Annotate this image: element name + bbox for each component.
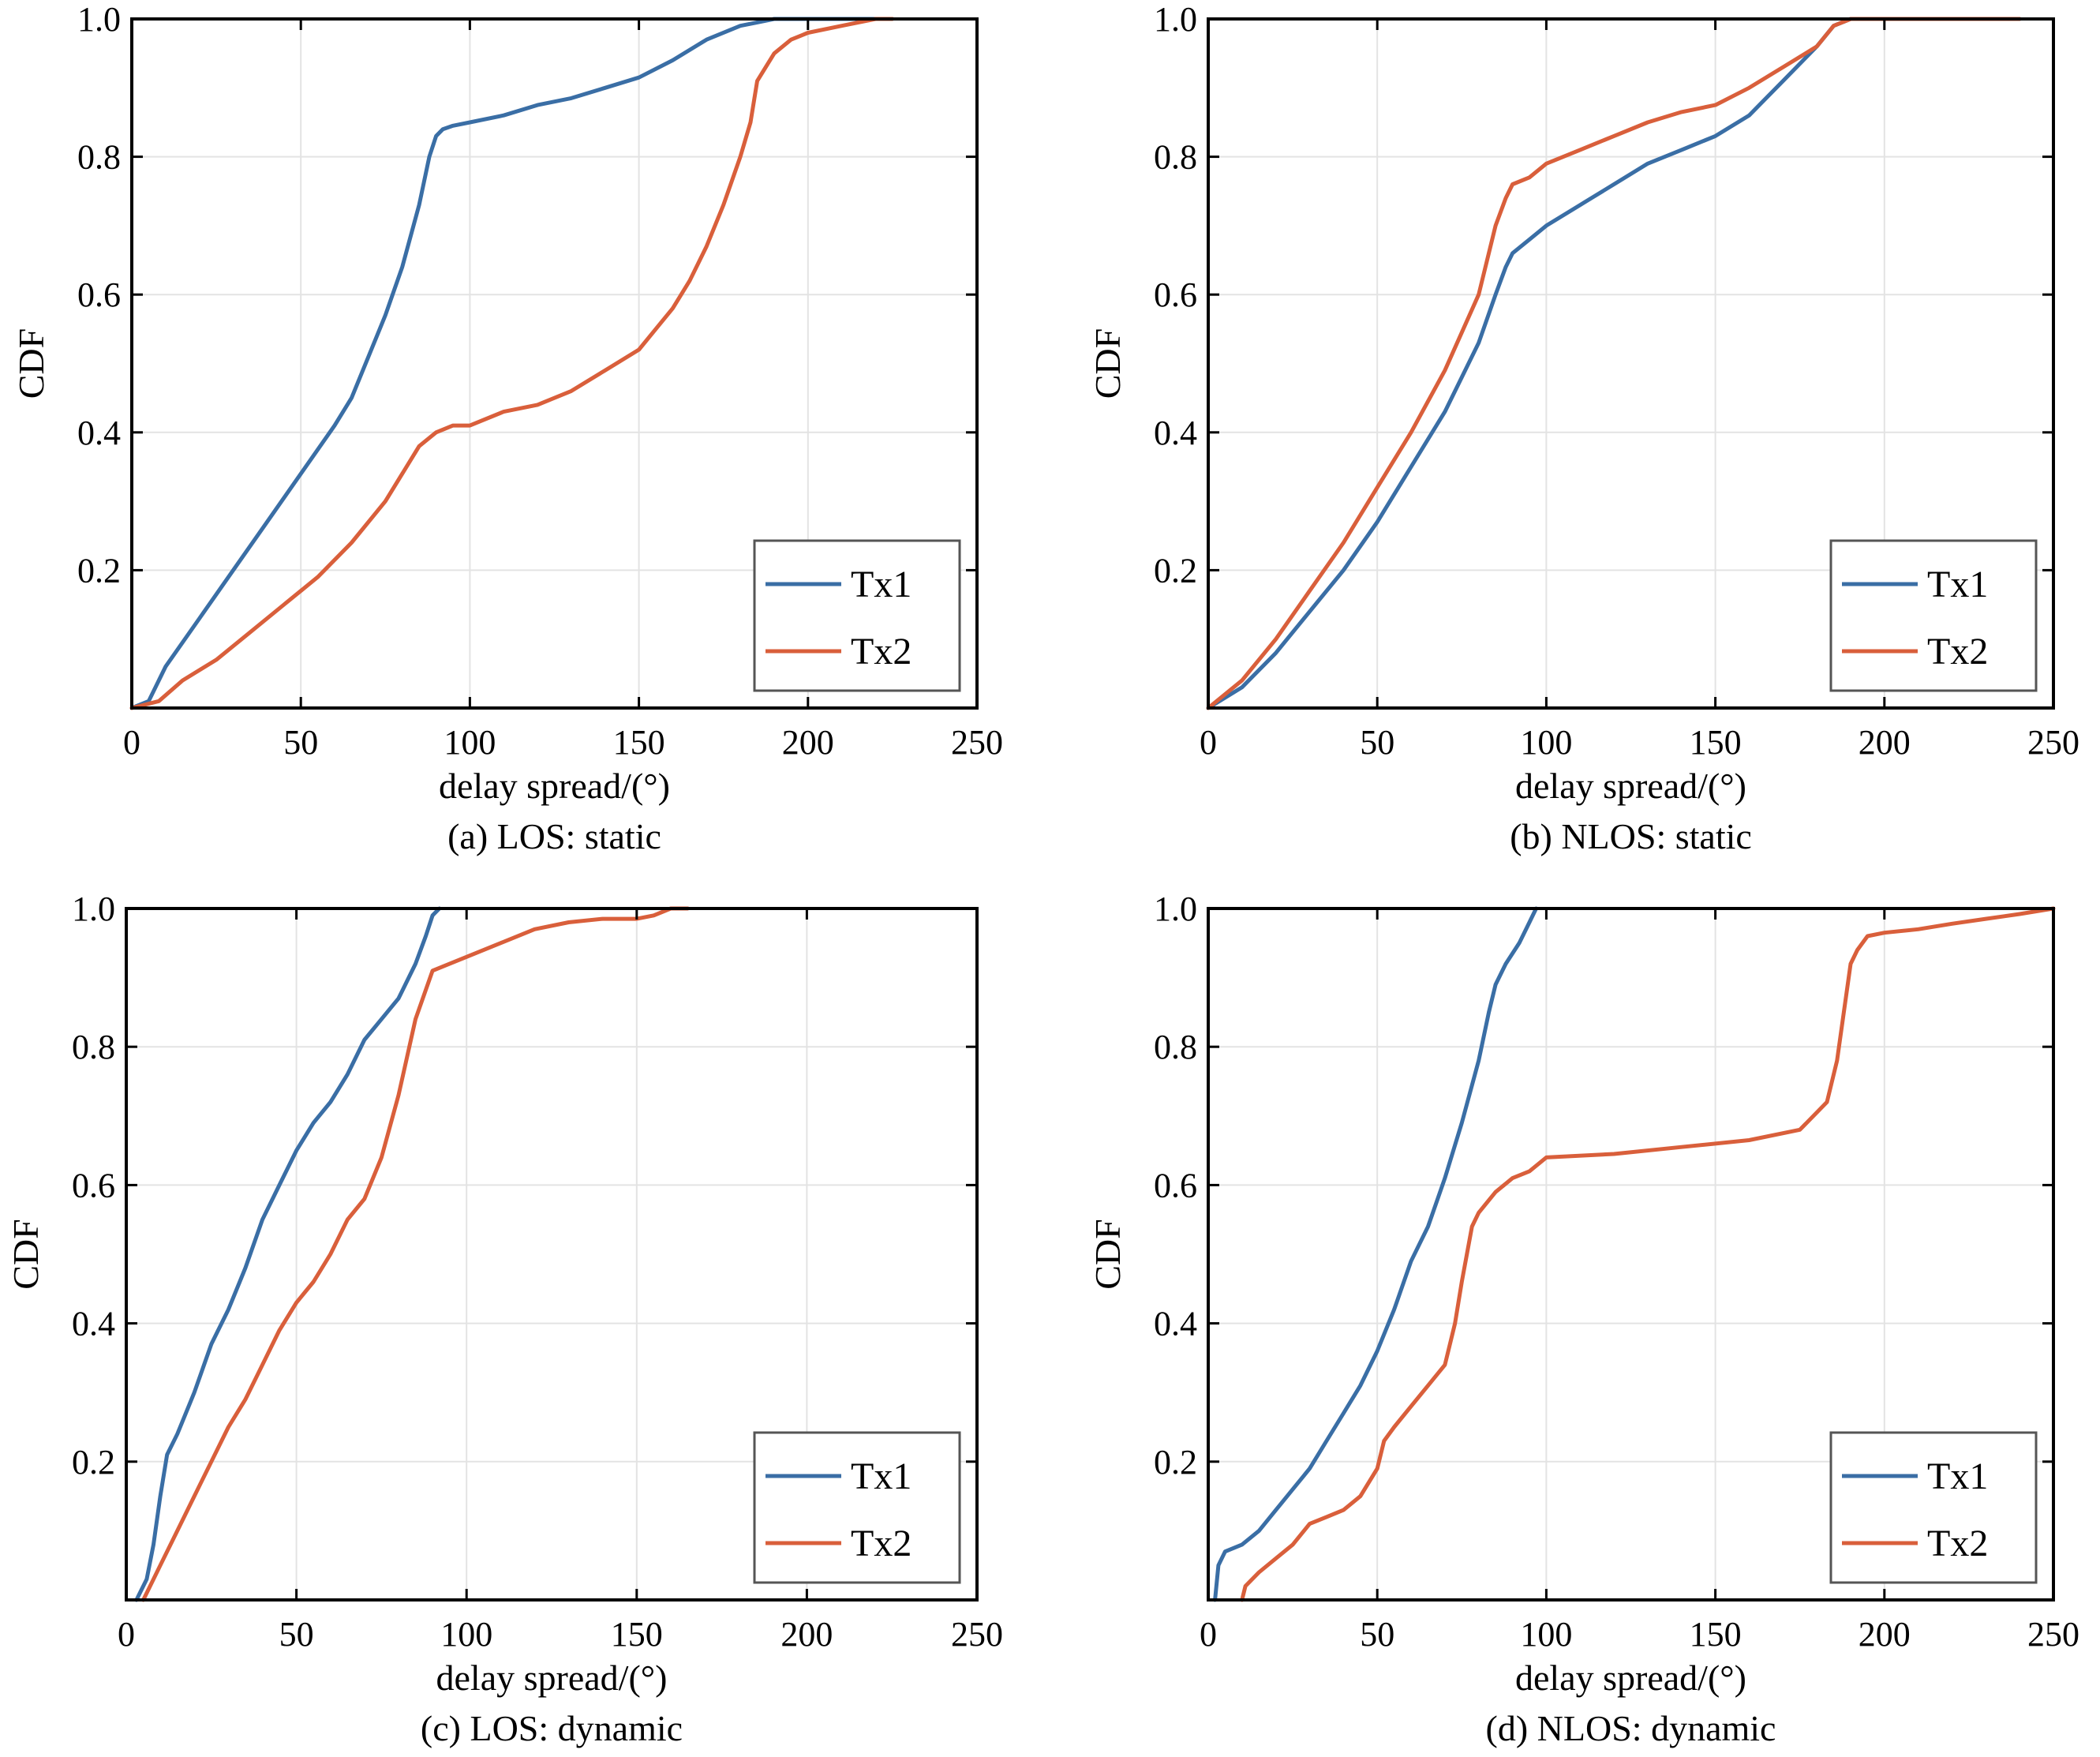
x-tick-label: 150 (1690, 723, 1742, 762)
panel-caption: (d) NLOS: dynamic (1486, 1708, 1776, 1748)
series-line-tx1 (1213, 906, 1538, 1602)
series-line-tx2 (1240, 906, 2056, 1602)
x-tick-label: 100 (1520, 723, 1572, 762)
y-tick-label: 1.0 (1154, 890, 1197, 928)
y-tick-label: 0.6 (77, 275, 121, 314)
chart-panel-1: 0 50 100 150 200 250 0.2 0.4 0.6 0.8 1.0 delay spre… (11, 0, 1003, 856)
x-tick-label: 0 (1200, 1615, 1217, 1654)
chart-panel-2: 0 50 100 150 200 250 0.2 0.4 0.6 0.8 1.0 delay spre… (1087, 0, 2079, 856)
legend-label-tx1: Tx1 (851, 564, 911, 605)
x-tick-label: 150 (611, 1615, 663, 1654)
y-tick-label: 0.2 (1154, 551, 1197, 590)
legend: Tx1 Tx2 (1829, 1431, 2038, 1584)
series-line-tx2 (141, 906, 690, 1602)
panel-caption: (b) NLOS: static (1510, 816, 1752, 856)
x-tick-label: 0 (1200, 723, 1217, 762)
chart-panel-3: 0 50 100 150 200 250 0.2 0.4 0.6 0.8 1.0 delay spre… (6, 890, 1003, 1748)
y-tick-label: 1.0 (72, 890, 115, 928)
plot-frame (1207, 17, 2055, 710)
y-tick-label: 0.2 (77, 551, 121, 590)
y-tick-label: 0.8 (72, 1028, 115, 1066)
y-tick-label: 0.4 (77, 414, 121, 452)
x-tick-label: 50 (1360, 723, 1394, 762)
x-tick-label: 50 (1360, 1615, 1394, 1654)
legend-box (1829, 1431, 2038, 1584)
chart-panel-4: 0 50 100 150 200 250 0.2 0.4 0.6 0.8 1.0 delay spre… (1087, 890, 2079, 1748)
y-tick-label: 0.6 (1154, 275, 1197, 314)
y-tick-label: 0.8 (1154, 1028, 1197, 1066)
x-tick-label: 250 (951, 723, 1003, 762)
legend-label-tx1: Tx1 (1927, 1455, 1988, 1497)
x-tick-label: 0 (118, 1615, 135, 1654)
plot-frame (130, 17, 979, 710)
series-line-tx1 (129, 17, 878, 710)
x-tick-label: 200 (1859, 723, 1911, 762)
y-tick-label: 0.2 (1154, 1443, 1197, 1482)
series-line-tx2 (129, 17, 895, 710)
panel-caption: (a) LOS: static (447, 816, 661, 856)
x-axis-label: delay spread/(°) (436, 1658, 668, 1698)
x-tick-label: 200 (782, 723, 834, 762)
y-tick-label: 0.8 (77, 138, 121, 177)
legend-label-tx2: Tx2 (1927, 1523, 1988, 1564)
legend: Tx1 Tx2 (753, 1431, 961, 1584)
legend-box (1829, 539, 2038, 692)
legend-label-tx2: Tx2 (1927, 631, 1988, 672)
legend-label-tx1: Tx1 (851, 1455, 911, 1497)
x-tick-label: 150 (613, 723, 665, 762)
x-tick-label: 250 (951, 1615, 1003, 1654)
x-tick-label: 250 (2027, 1615, 2079, 1654)
y-tick-label: 0.4 (1154, 414, 1197, 452)
x-tick-label: 150 (1690, 1615, 1742, 1654)
x-tick-label: 250 (2027, 723, 2079, 762)
y-axis-label: CDF (1087, 328, 1128, 399)
plot-frame (1207, 907, 2055, 1602)
x-tick-label: 100 (1520, 1615, 1572, 1654)
y-axis-label: CDF (1087, 1219, 1128, 1289)
legend-label-tx2: Tx2 (851, 631, 911, 672)
y-tick-label: 0.4 (1154, 1305, 1197, 1343)
y-axis-label: CDF (11, 328, 51, 399)
legend: Tx1 Tx2 (1829, 539, 2038, 692)
y-tick-label: 0.6 (1154, 1166, 1197, 1204)
y-axis-label: CDF (6, 1219, 46, 1289)
y-tick-label: 1.0 (1154, 0, 1197, 39)
x-tick-label: 50 (283, 723, 318, 762)
x-axis-label: delay spread/(°) (1515, 766, 1746, 806)
legend: Tx1 Tx2 (753, 539, 961, 692)
series-line-tx2 (1206, 17, 2022, 710)
y-tick-label: 1.0 (77, 0, 121, 39)
legend-box (753, 539, 961, 692)
legend-label-tx1: Tx1 (1927, 564, 1988, 605)
x-tick-label: 100 (440, 1615, 492, 1654)
legend-box (753, 1431, 961, 1584)
plot-frame (125, 907, 979, 1602)
y-tick-label: 0.6 (72, 1166, 115, 1204)
x-tick-label: 50 (279, 1615, 314, 1654)
x-tick-label: 200 (1859, 1615, 1911, 1654)
series-line-tx1 (134, 906, 442, 1602)
y-tick-label: 0.4 (72, 1305, 115, 1343)
panel-caption: (c) LOS: dynamic (421, 1708, 683, 1748)
legend-label-tx2: Tx2 (851, 1523, 911, 1564)
x-axis-label: delay spread/(°) (1515, 1658, 1746, 1698)
x-axis-label: delay spread/(°) (439, 766, 670, 806)
x-tick-label: 100 (444, 723, 496, 762)
x-tick-label: 200 (780, 1615, 833, 1654)
x-tick-label: 0 (123, 723, 140, 762)
y-tick-label: 0.8 (1154, 138, 1197, 177)
y-tick-label: 0.2 (72, 1443, 115, 1482)
